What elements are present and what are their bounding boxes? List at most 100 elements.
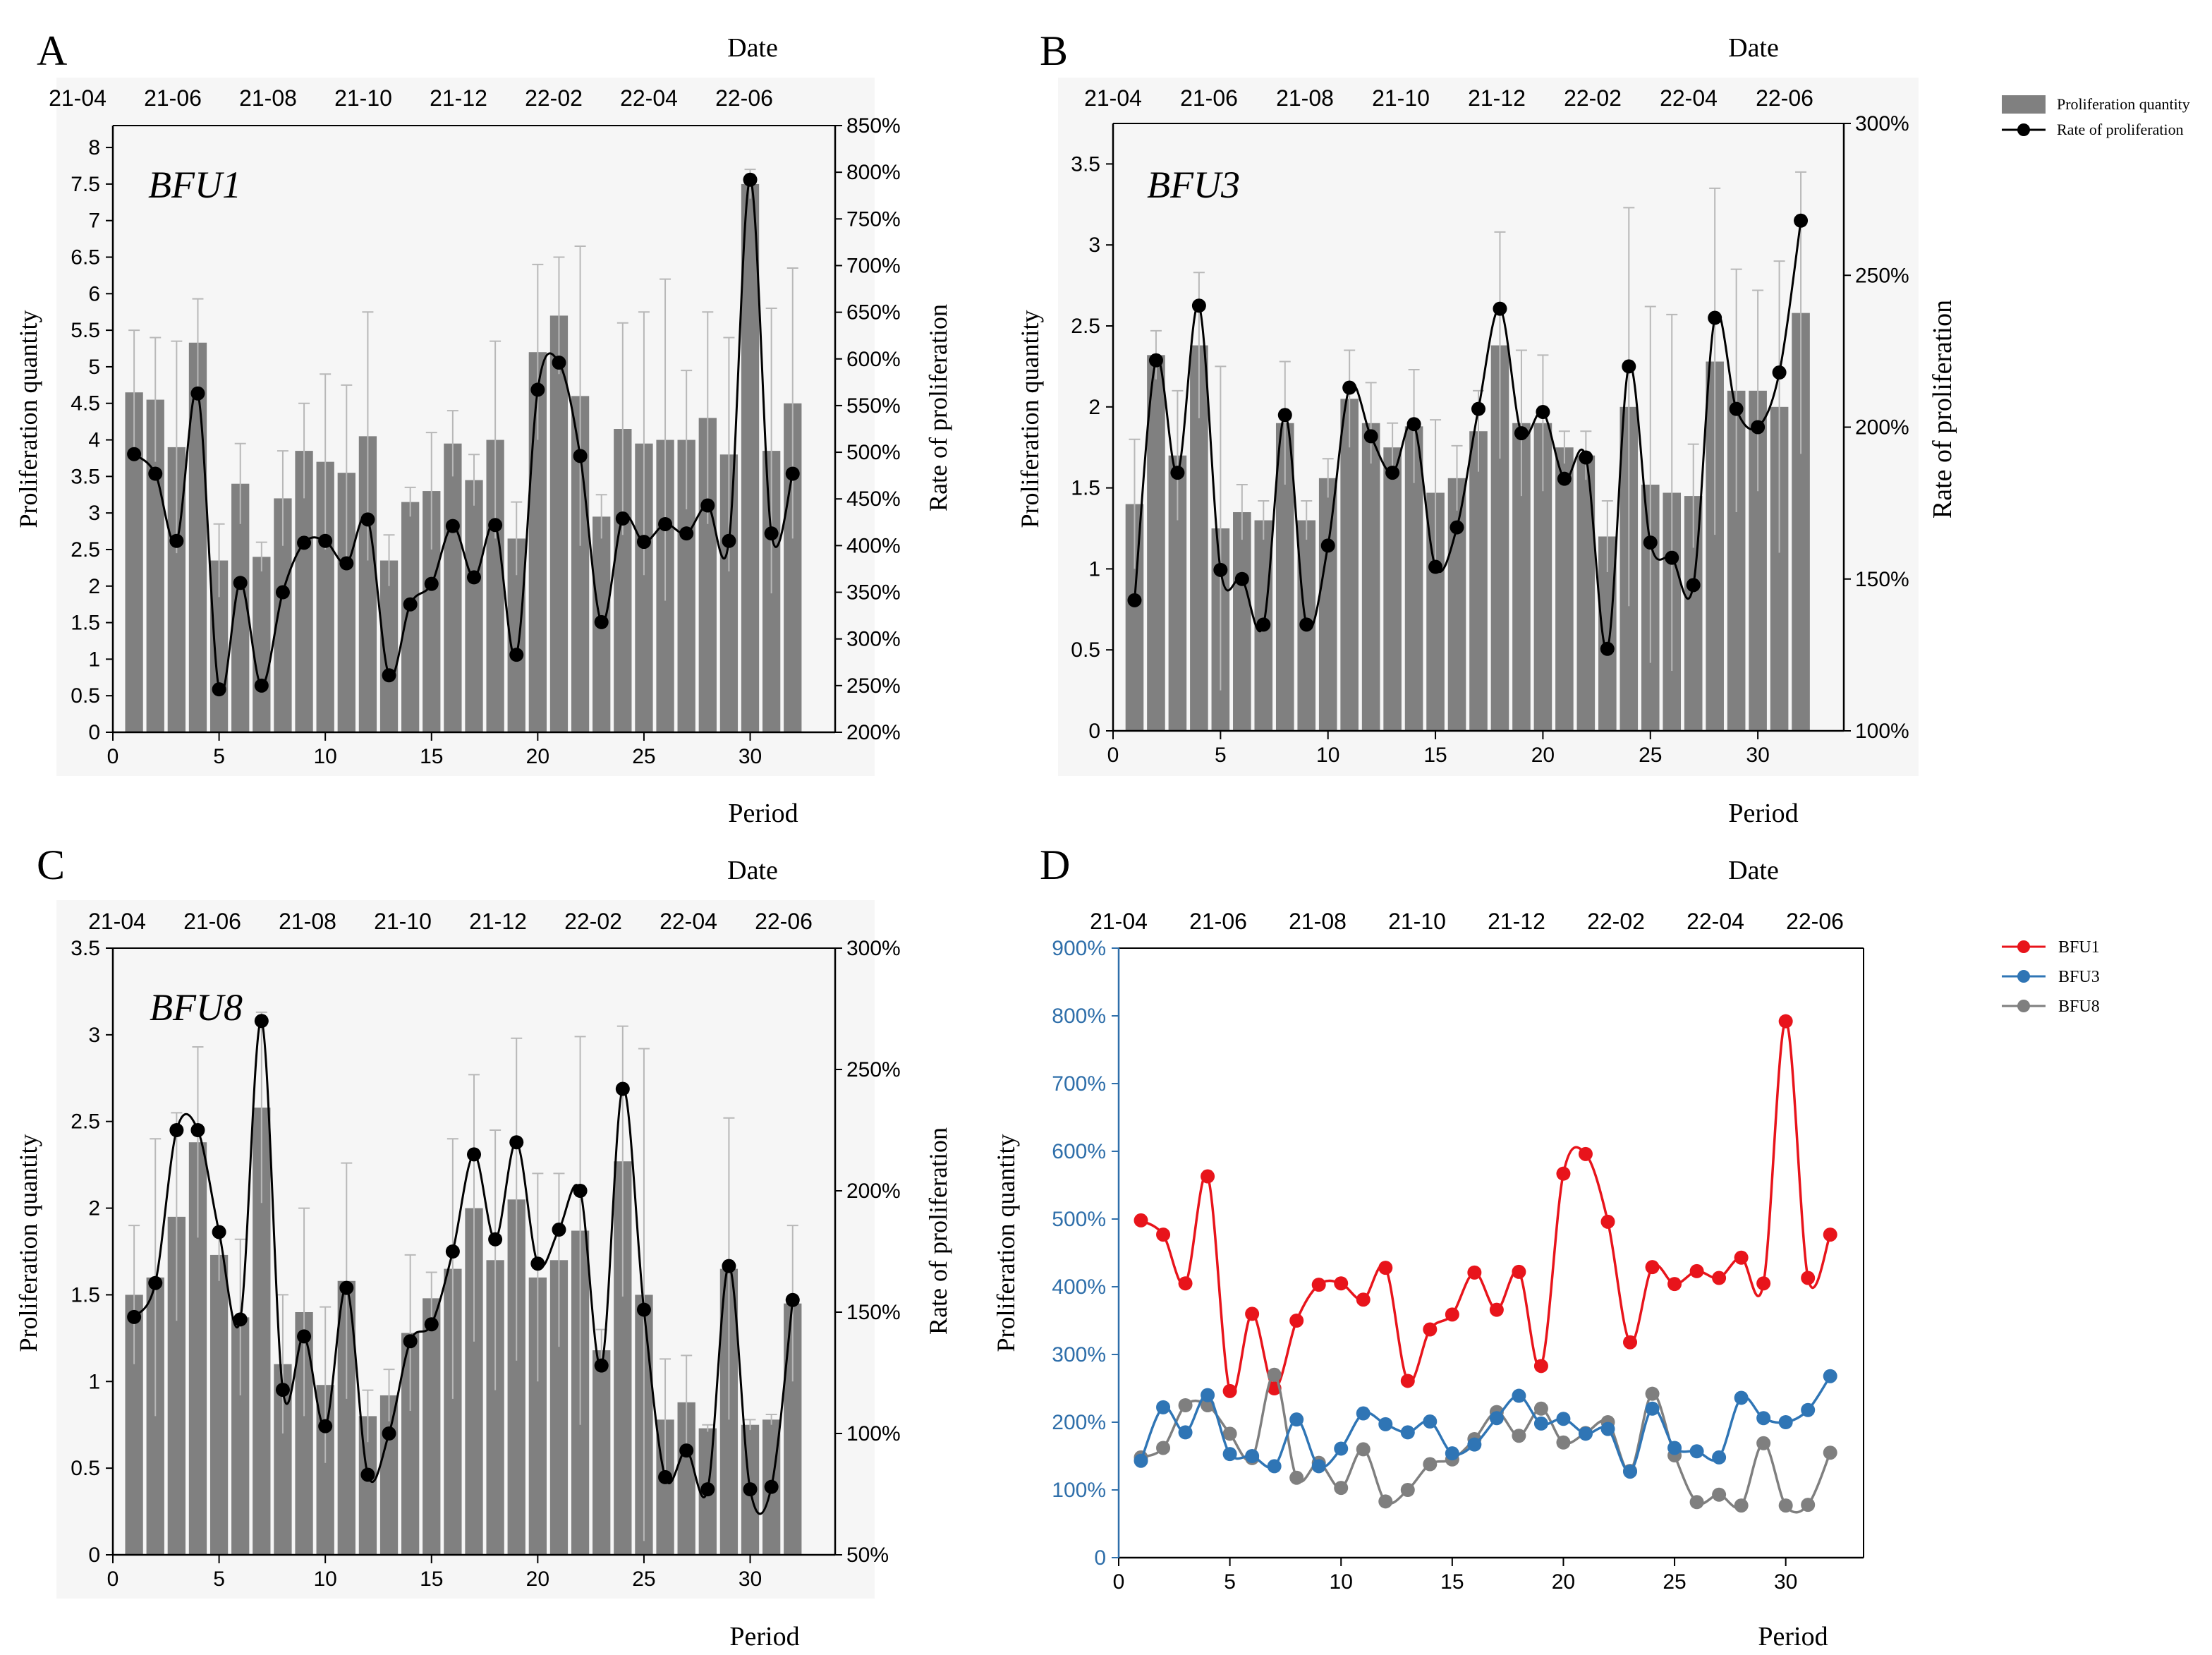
panel-d-series-point-bfu1 [1467, 1265, 1482, 1280]
panel-a-date-tick: 22-02 [525, 85, 583, 111]
panel-c-date-tick: 21-06 [183, 909, 241, 934]
panel-b-rate-point [1256, 617, 1271, 632]
panel-c-y-tick-label: 1.5 [71, 1283, 100, 1307]
panel-b-y-tick-label: 1 [1088, 557, 1100, 581]
panel-d-series-point-bfu3 [1734, 1390, 1749, 1405]
legend-d-marker-bfu8 [2017, 1000, 2030, 1012]
panel-b-y-tick-label: 3.5 [1071, 152, 1100, 176]
panel-d-series-point-bfu1 [1689, 1263, 1704, 1278]
panel-c-x-tick-label: 10 [313, 1568, 336, 1591]
panel-a-date-tick: 21-08 [239, 85, 297, 111]
panel-a-rate-point [785, 466, 800, 481]
panel-d-series-point-bfu3 [1623, 1465, 1638, 1479]
panel-c-date-tick: 21-04 [88, 909, 146, 934]
panel-b-bar [1318, 478, 1337, 731]
panel-a-y2-tick-label: 850% [846, 114, 901, 138]
panel-c-rate-point [722, 1259, 736, 1273]
panel-a-bar [549, 315, 569, 732]
panel-d-x-tick-label: 20 [1552, 1570, 1575, 1594]
panel-a-y-tick-label: 3.5 [71, 465, 100, 488]
panel-d-x-tick-label: 15 [1440, 1570, 1464, 1594]
panel-a-rate-point [148, 466, 163, 481]
panel-d-series-point-bfu1 [1778, 1014, 1793, 1029]
panel-a-y-tick-label: 5 [88, 356, 100, 379]
panel-c-rate-point [275, 1383, 290, 1398]
panel-b-y2-tick-label: 200% [1855, 416, 1909, 439]
panel-b-rate-point [1170, 466, 1185, 480]
panel-c-y-tick-label: 3 [88, 1024, 100, 1047]
panel-b-rate-point [1622, 359, 1636, 374]
panel-a-rate-point [339, 556, 354, 571]
panel-b: B Date Period Proliferation quantity Rat… [1016, 28, 1957, 828]
panel-c-y2label: Rate of proliferation [924, 1127, 952, 1335]
panel-a-bar [401, 502, 420, 732]
panel-c-rate-point [764, 1479, 779, 1494]
panel-b-y2label: Rate of proliferation [1928, 300, 1957, 519]
panel-d-series-point-bfu1 [1289, 1314, 1304, 1328]
panel-d-series-point-bfu3 [1600, 1421, 1615, 1436]
panel-d-series-point-bfu1 [1578, 1146, 1593, 1161]
panel-c-bar [423, 1298, 441, 1555]
panel-d-series-point-bfu8 [1533, 1401, 1548, 1416]
panel-d-series-point-bfu3 [1245, 1449, 1260, 1463]
panel-a-y2-tick-label: 650% [846, 301, 901, 325]
panel-d-series-point-bfu1 [1756, 1276, 1771, 1291]
panel-c-x-tick-label: 15 [420, 1568, 443, 1591]
panel-d-series-point-bfu1 [1134, 1213, 1148, 1227]
panel-d-series-point-bfu3 [1156, 1400, 1171, 1414]
panel-c-y-tick-label: 2.5 [71, 1110, 100, 1134]
panel-a-y2-tick-label: 300% [846, 628, 901, 651]
panel-c-date-tick: 21-10 [374, 909, 432, 934]
panel-d-series-point-bfu1 [1423, 1322, 1438, 1337]
panel-b-top-xlabel: Date [1728, 33, 1779, 63]
panel-a-x-tick-label: 25 [632, 745, 655, 768]
panel-a-y2-tick-label: 350% [846, 581, 901, 605]
panel-c-rate-point [658, 1469, 673, 1484]
panel-c: C Date Period Proliferation quantity Rat… [14, 842, 952, 1651]
panel-a-y2-tick-label: 550% [846, 394, 901, 418]
panel-d-series-point-bfu3 [1556, 1412, 1571, 1426]
panel-b-x-tick-label: 15 [1423, 744, 1447, 767]
panel-d-series-point-bfu1 [1489, 1302, 1504, 1317]
panel-a-y2-tick-label: 750% [846, 207, 901, 231]
panel-d-y-tick-label: 0 [1094, 1546, 1106, 1570]
panel-d-series-point-bfu3 [1134, 1453, 1148, 1468]
panel-a-y-tick-label: 5.5 [71, 319, 100, 342]
panel-c-rate-point [785, 1292, 800, 1307]
panel-a-y-tick-label: 2 [88, 575, 100, 598]
panel-d-series-point-bfu1 [1400, 1374, 1415, 1388]
panel-d-series-point-bfu1 [1623, 1335, 1638, 1350]
panel-b-rate-point [1729, 401, 1744, 416]
panel-d-series-point-bfu1 [1445, 1307, 1459, 1322]
panel-d-date-tick: 21-10 [1388, 909, 1446, 934]
panel-a-rate-line [133, 178, 794, 696]
panel-c-rate-point [297, 1329, 312, 1344]
panel-d-series-line-bfu1 [1140, 1019, 1832, 1395]
panel-d-series-point-bfu3 [1689, 1444, 1704, 1459]
panel-b-date-tick: 21-04 [1084, 85, 1142, 111]
panel-c-rate-point [382, 1426, 396, 1441]
panel-c-x-tick-label: 0 [107, 1568, 119, 1591]
panel-c-y-tick-label: 0.5 [71, 1457, 100, 1480]
panel-d-y-tick-label: 600% [1052, 1140, 1106, 1163]
panel-a-y-tick-label: 0.5 [71, 684, 100, 708]
panel-d-y-tick-label: 100% [1052, 1479, 1106, 1502]
panel-b-rate-point [1579, 450, 1593, 465]
panel-d-series-point-bfu1 [1311, 1278, 1326, 1292]
panel-c-rate-point [636, 1302, 651, 1317]
panel-d-series-point-bfu8 [1512, 1429, 1526, 1443]
panel-c-rate-point [700, 1482, 715, 1497]
legend-line-label: Rate of proliferation [2057, 121, 2184, 138]
panel-d-x-tick-label: 0 [1113, 1570, 1125, 1594]
panel-a-y-tick-label: 2.5 [71, 538, 100, 562]
panel-d-y-tick-label: 700% [1052, 1072, 1106, 1096]
panel-b-rate-point [1277, 408, 1292, 423]
panel-c-date-tick: 22-06 [755, 909, 813, 934]
panel-a-rate-point [679, 526, 694, 541]
panel-d-x-tick-label: 10 [1330, 1570, 1353, 1594]
panel-d-series-point-bfu3 [1178, 1425, 1193, 1440]
panel-b-x-tick-label: 30 [1746, 744, 1769, 767]
panel-b-rate-point [1557, 471, 1572, 486]
panel-c-rate-point [743, 1482, 758, 1497]
panel-d: D Date Period Proliferation quantity 21-… [992, 842, 2100, 1651]
